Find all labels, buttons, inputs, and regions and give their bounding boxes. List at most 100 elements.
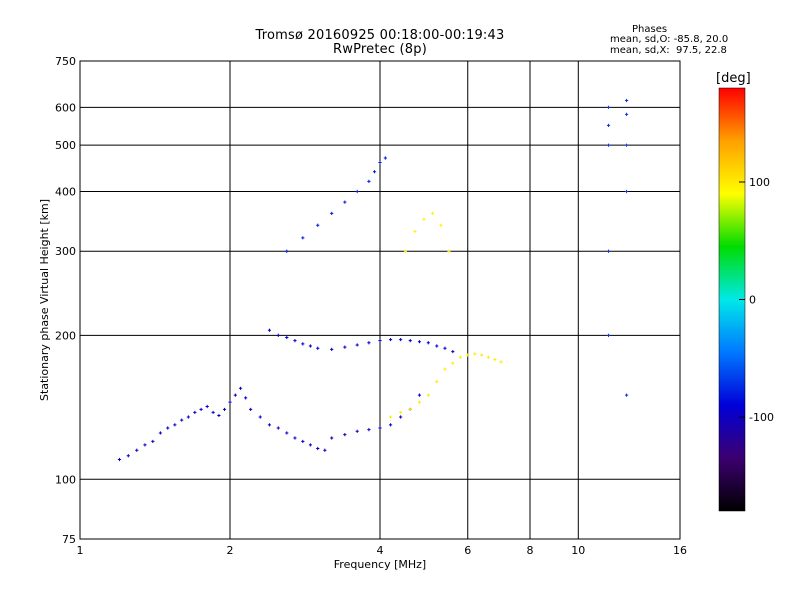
x-tick-label: 1 bbox=[77, 544, 84, 557]
data-point bbox=[343, 345, 347, 349]
data-point bbox=[330, 347, 334, 351]
data-point bbox=[499, 360, 503, 364]
data-point bbox=[486, 355, 490, 359]
data-point bbox=[193, 410, 197, 415]
data-point bbox=[451, 361, 455, 365]
data-point bbox=[285, 335, 289, 340]
data-point bbox=[435, 344, 439, 348]
y-tick-label: 750 bbox=[55, 55, 76, 68]
data-point bbox=[624, 112, 629, 116]
data-point bbox=[186, 415, 190, 419]
colorbar-tick-label: 0 bbox=[749, 294, 756, 307]
data-point bbox=[222, 407, 227, 412]
data-point bbox=[293, 436, 297, 440]
data-point bbox=[383, 156, 387, 160]
data-point bbox=[285, 249, 289, 253]
x-tick-label: 2 bbox=[227, 544, 234, 557]
data-point bbox=[378, 160, 382, 165]
data-point bbox=[408, 339, 412, 343]
data-point bbox=[173, 423, 177, 427]
data-point bbox=[355, 343, 359, 347]
data-point bbox=[135, 448, 139, 452]
chart-subtitle: RwPretec (8p) bbox=[333, 42, 427, 57]
data-point bbox=[158, 431, 163, 435]
data-point bbox=[316, 223, 320, 227]
y-axis-label: Stationary phase Virtual Height [km] bbox=[38, 199, 51, 401]
data-point bbox=[417, 400, 422, 404]
data-point bbox=[211, 410, 215, 415]
data-point bbox=[166, 426, 170, 430]
colorbar-tick-label: 100 bbox=[749, 176, 770, 189]
data-point bbox=[308, 344, 313, 348]
data-point bbox=[367, 341, 371, 345]
data-point bbox=[117, 457, 122, 462]
data-point bbox=[238, 386, 243, 390]
chart-title: Tromsø 20160925 00:18:00-00:19:43 bbox=[255, 28, 505, 43]
data-point bbox=[422, 217, 426, 221]
data-point bbox=[443, 367, 447, 371]
data-point bbox=[126, 454, 130, 458]
data-point bbox=[276, 426, 280, 430]
y-tick-label: 100 bbox=[55, 473, 76, 486]
data-point bbox=[151, 439, 155, 444]
data-point bbox=[316, 346, 320, 350]
phases-x-stats: mean, sd,X: 97.5, 22.8 bbox=[610, 45, 727, 56]
data-point bbox=[388, 415, 393, 419]
y-axis-ticks: 75 100 200 300 400 500 600 750 bbox=[55, 55, 76, 546]
data-point bbox=[323, 448, 327, 452]
data-point bbox=[430, 211, 435, 215]
data-point bbox=[399, 337, 403, 342]
data-point bbox=[180, 418, 184, 422]
data-point bbox=[276, 333, 280, 337]
data-point bbox=[403, 249, 408, 253]
data-point bbox=[413, 229, 417, 234]
colorbar-tick-label: -100 bbox=[749, 411, 774, 424]
data-point bbox=[388, 337, 393, 342]
data-point bbox=[399, 410, 403, 415]
data-point bbox=[217, 413, 221, 418]
data-point bbox=[624, 189, 629, 194]
data-point bbox=[606, 143, 611, 147]
data-point bbox=[426, 341, 430, 345]
phases-label: Phases bbox=[632, 24, 668, 35]
data-point bbox=[458, 355, 463, 359]
x-tick-label: 10 bbox=[571, 544, 585, 557]
data-point bbox=[355, 189, 359, 194]
y-tick-label: 300 bbox=[55, 245, 76, 258]
colorbar-ticks: 100 0 -100 bbox=[739, 176, 774, 424]
data-point bbox=[606, 105, 611, 109]
data-point bbox=[447, 249, 451, 253]
data-point bbox=[439, 223, 443, 227]
y-tick-label: 600 bbox=[55, 101, 76, 114]
data-point bbox=[493, 357, 497, 362]
data-point bbox=[199, 407, 203, 412]
data-point bbox=[330, 436, 334, 440]
data-point bbox=[343, 433, 347, 437]
data-point bbox=[606, 249, 611, 253]
data-point bbox=[378, 339, 382, 343]
data-point bbox=[308, 443, 313, 447]
data-point bbox=[285, 431, 289, 435]
scatter-points bbox=[117, 98, 629, 462]
data-point bbox=[451, 349, 455, 354]
y-tick-label: 75 bbox=[62, 533, 76, 546]
x-tick-label: 4 bbox=[377, 544, 384, 557]
data-point bbox=[606, 123, 611, 127]
x-tick-label: 6 bbox=[464, 544, 471, 557]
data-point bbox=[624, 393, 629, 397]
data-point bbox=[293, 339, 297, 343]
plot-frame bbox=[79, 60, 681, 540]
data-point bbox=[399, 415, 403, 419]
data-point bbox=[417, 393, 422, 397]
data-point bbox=[355, 429, 359, 433]
data-point bbox=[330, 211, 334, 215]
x-tick-label: 16 bbox=[673, 544, 687, 557]
data-point bbox=[205, 404, 209, 409]
data-point bbox=[473, 352, 477, 356]
data-point bbox=[443, 346, 447, 350]
data-point bbox=[435, 380, 439, 384]
data-point bbox=[408, 407, 412, 412]
grid-lines bbox=[79, 60, 681, 540]
x-axis-label: Frequency [MHz] bbox=[334, 558, 426, 571]
